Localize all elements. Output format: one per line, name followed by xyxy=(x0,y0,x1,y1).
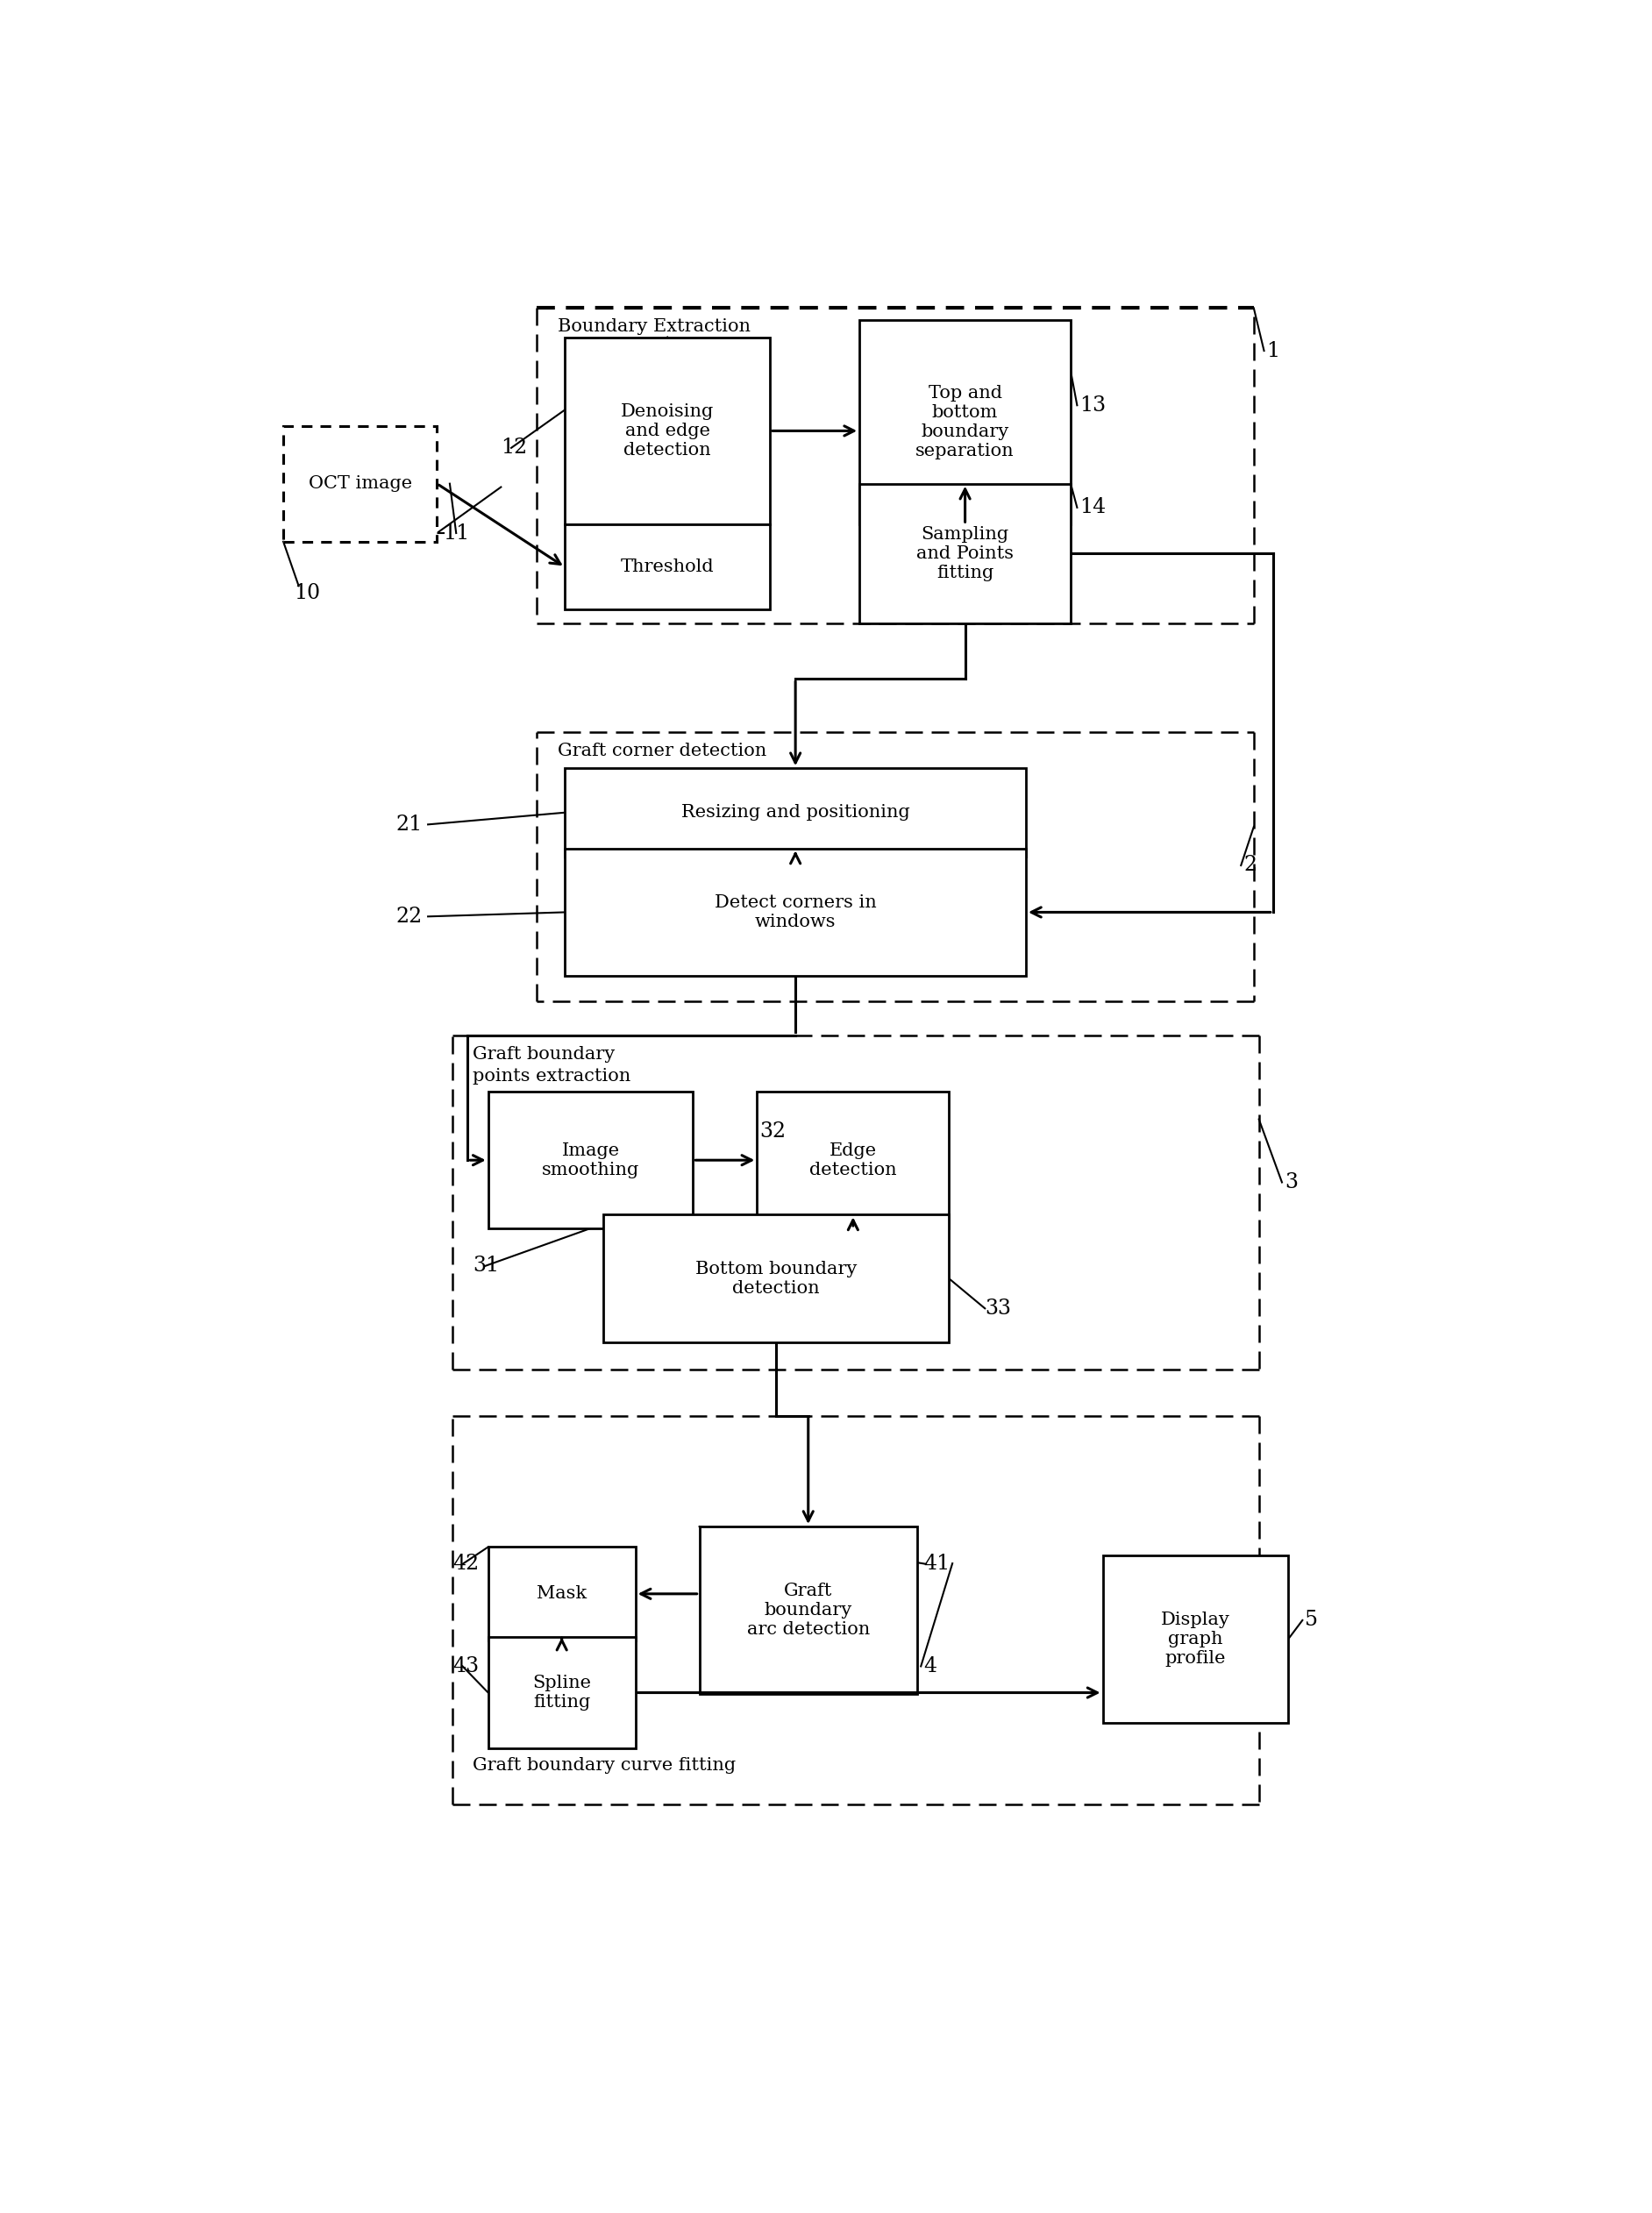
Text: Threshold: Threshold xyxy=(621,560,714,575)
Bar xyxy=(757,1091,948,1228)
Bar xyxy=(565,768,1026,856)
Bar xyxy=(489,1091,694,1228)
Text: 33: 33 xyxy=(985,1299,1011,1319)
Text: 42: 42 xyxy=(453,1554,479,1573)
Text: 31: 31 xyxy=(472,1255,499,1277)
Text: Denoising
and edge
detection: Denoising and edge detection xyxy=(621,403,714,458)
Text: 12: 12 xyxy=(501,438,527,458)
Bar xyxy=(699,1527,917,1693)
Text: 4: 4 xyxy=(923,1655,937,1675)
Text: Resizing and positioning: Resizing and positioning xyxy=(681,803,910,821)
Bar xyxy=(284,425,436,542)
Text: 41: 41 xyxy=(923,1554,950,1573)
Bar xyxy=(859,321,1070,524)
Text: Graft boundary
points extraction: Graft boundary points extraction xyxy=(472,1047,631,1084)
Text: Graft corner detection: Graft corner detection xyxy=(557,744,767,759)
Text: 14: 14 xyxy=(1080,498,1107,518)
Text: Mask: Mask xyxy=(537,1585,586,1602)
Bar xyxy=(489,1547,636,1640)
Text: 13: 13 xyxy=(1080,396,1107,416)
Text: Top and
bottom
boundary
separation: Top and bottom boundary separation xyxy=(915,385,1014,460)
Bar xyxy=(565,336,770,524)
Text: Image
smoothing: Image smoothing xyxy=(542,1142,639,1177)
Text: Bottom boundary
detection: Bottom boundary detection xyxy=(695,1261,857,1297)
Text: 10: 10 xyxy=(294,582,320,602)
Bar xyxy=(489,1638,636,1748)
Text: OCT image: OCT image xyxy=(309,476,411,491)
Bar xyxy=(565,524,770,611)
Text: Boundary Extraction: Boundary Extraction xyxy=(557,319,750,334)
Text: Detect corners in
windows: Detect corners in windows xyxy=(714,894,877,929)
Bar xyxy=(859,485,1070,624)
Bar xyxy=(603,1215,950,1343)
Text: 22: 22 xyxy=(396,907,423,927)
Text: 1: 1 xyxy=(1267,341,1280,361)
Text: 11: 11 xyxy=(443,522,469,542)
Text: 3: 3 xyxy=(1285,1173,1298,1193)
Text: Graft
boundary
arc detection: Graft boundary arc detection xyxy=(747,1582,869,1638)
Text: 5: 5 xyxy=(1305,1611,1318,1631)
Text: 2: 2 xyxy=(1244,854,1257,876)
Bar xyxy=(1104,1556,1289,1722)
Text: 32: 32 xyxy=(760,1122,786,1142)
Text: 43: 43 xyxy=(453,1655,479,1675)
Text: Spline
fitting: Spline fitting xyxy=(532,1675,591,1711)
Text: Sampling
and Points
fitting: Sampling and Points fitting xyxy=(917,527,1014,582)
Text: Graft boundary curve fitting: Graft boundary curve fitting xyxy=(472,1757,737,1773)
Text: 21: 21 xyxy=(396,814,423,834)
Text: Display
graph
profile: Display graph profile xyxy=(1161,1611,1231,1666)
Bar xyxy=(565,848,1026,976)
Text: Edge
detection: Edge detection xyxy=(809,1142,897,1177)
